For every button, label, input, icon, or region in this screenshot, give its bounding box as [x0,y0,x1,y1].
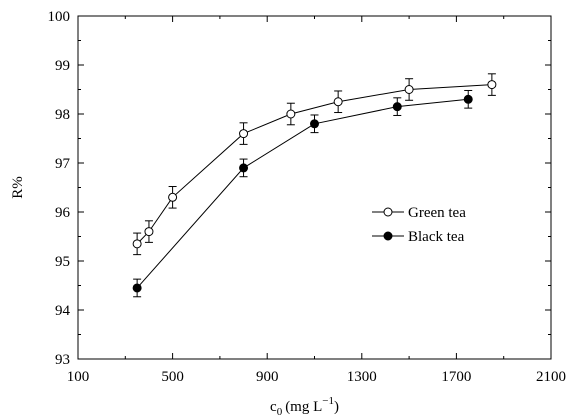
y-tick-label: 100 [48,9,71,25]
y-tick-label: 95 [55,254,70,270]
x-axis-label: c0 (mg L−1) [270,395,339,418]
x-axis-label-unit: (mg L [285,399,322,415]
x-tick-label: 2100 [536,369,566,385]
series-line-black-tea [136,98,469,289]
x-axis-label-main: c [270,399,277,415]
ticks-layer [77,15,552,360]
y-tick-label: 97 [55,156,71,172]
x-tick-label: 1300 [347,369,377,385]
data-point [132,239,142,249]
y-tick-label: 99 [55,58,70,74]
legend-label: Black tea [408,229,465,245]
data-point [487,80,497,90]
x-tick-label: 900 [256,369,279,385]
plot-area-frame [77,15,552,360]
data-point [168,192,178,202]
data-point [144,227,154,237]
series-green-tea [132,73,497,256]
data-point [239,129,249,139]
labels-layer: 93 94 95 96 97 98 99 100 100 500 900 1300 1700 2100 [48,9,567,385]
data-point [286,109,296,119]
y-tick-label: 96 [55,205,71,221]
legend-marker [383,207,393,217]
x-tick-label: 100 [67,369,90,385]
legend-marker [383,231,393,241]
data-point [392,102,402,112]
data-point [239,163,249,173]
y-axis-label: R% [10,176,26,199]
data-point [333,97,343,107]
legend-item-black-tea: Black tea [372,229,465,245]
x-axis-label-superscript: −1 [322,395,334,407]
data-point [463,94,473,104]
data-point [404,85,414,94]
x-axis-label-subscript: 0 [277,406,283,418]
x-tick-label: 500 [161,369,184,385]
legend: Green tea Black tea [372,205,466,245]
y-tick-label: 94 [55,303,71,319]
legend-item-green-tea: Green tea [372,205,466,221]
x-tick-label: 1700 [441,369,471,385]
data-point [310,119,319,129]
y-tick-label: 98 [55,107,70,123]
series-line-green-tea [136,84,492,245]
y-tick-label: 93 [55,352,70,368]
data-point [132,283,142,293]
legend-label: Green tea [408,205,466,221]
series-black-tea [132,89,473,298]
series-layer [132,73,497,298]
x-axis-label-close: ) [334,399,339,415]
